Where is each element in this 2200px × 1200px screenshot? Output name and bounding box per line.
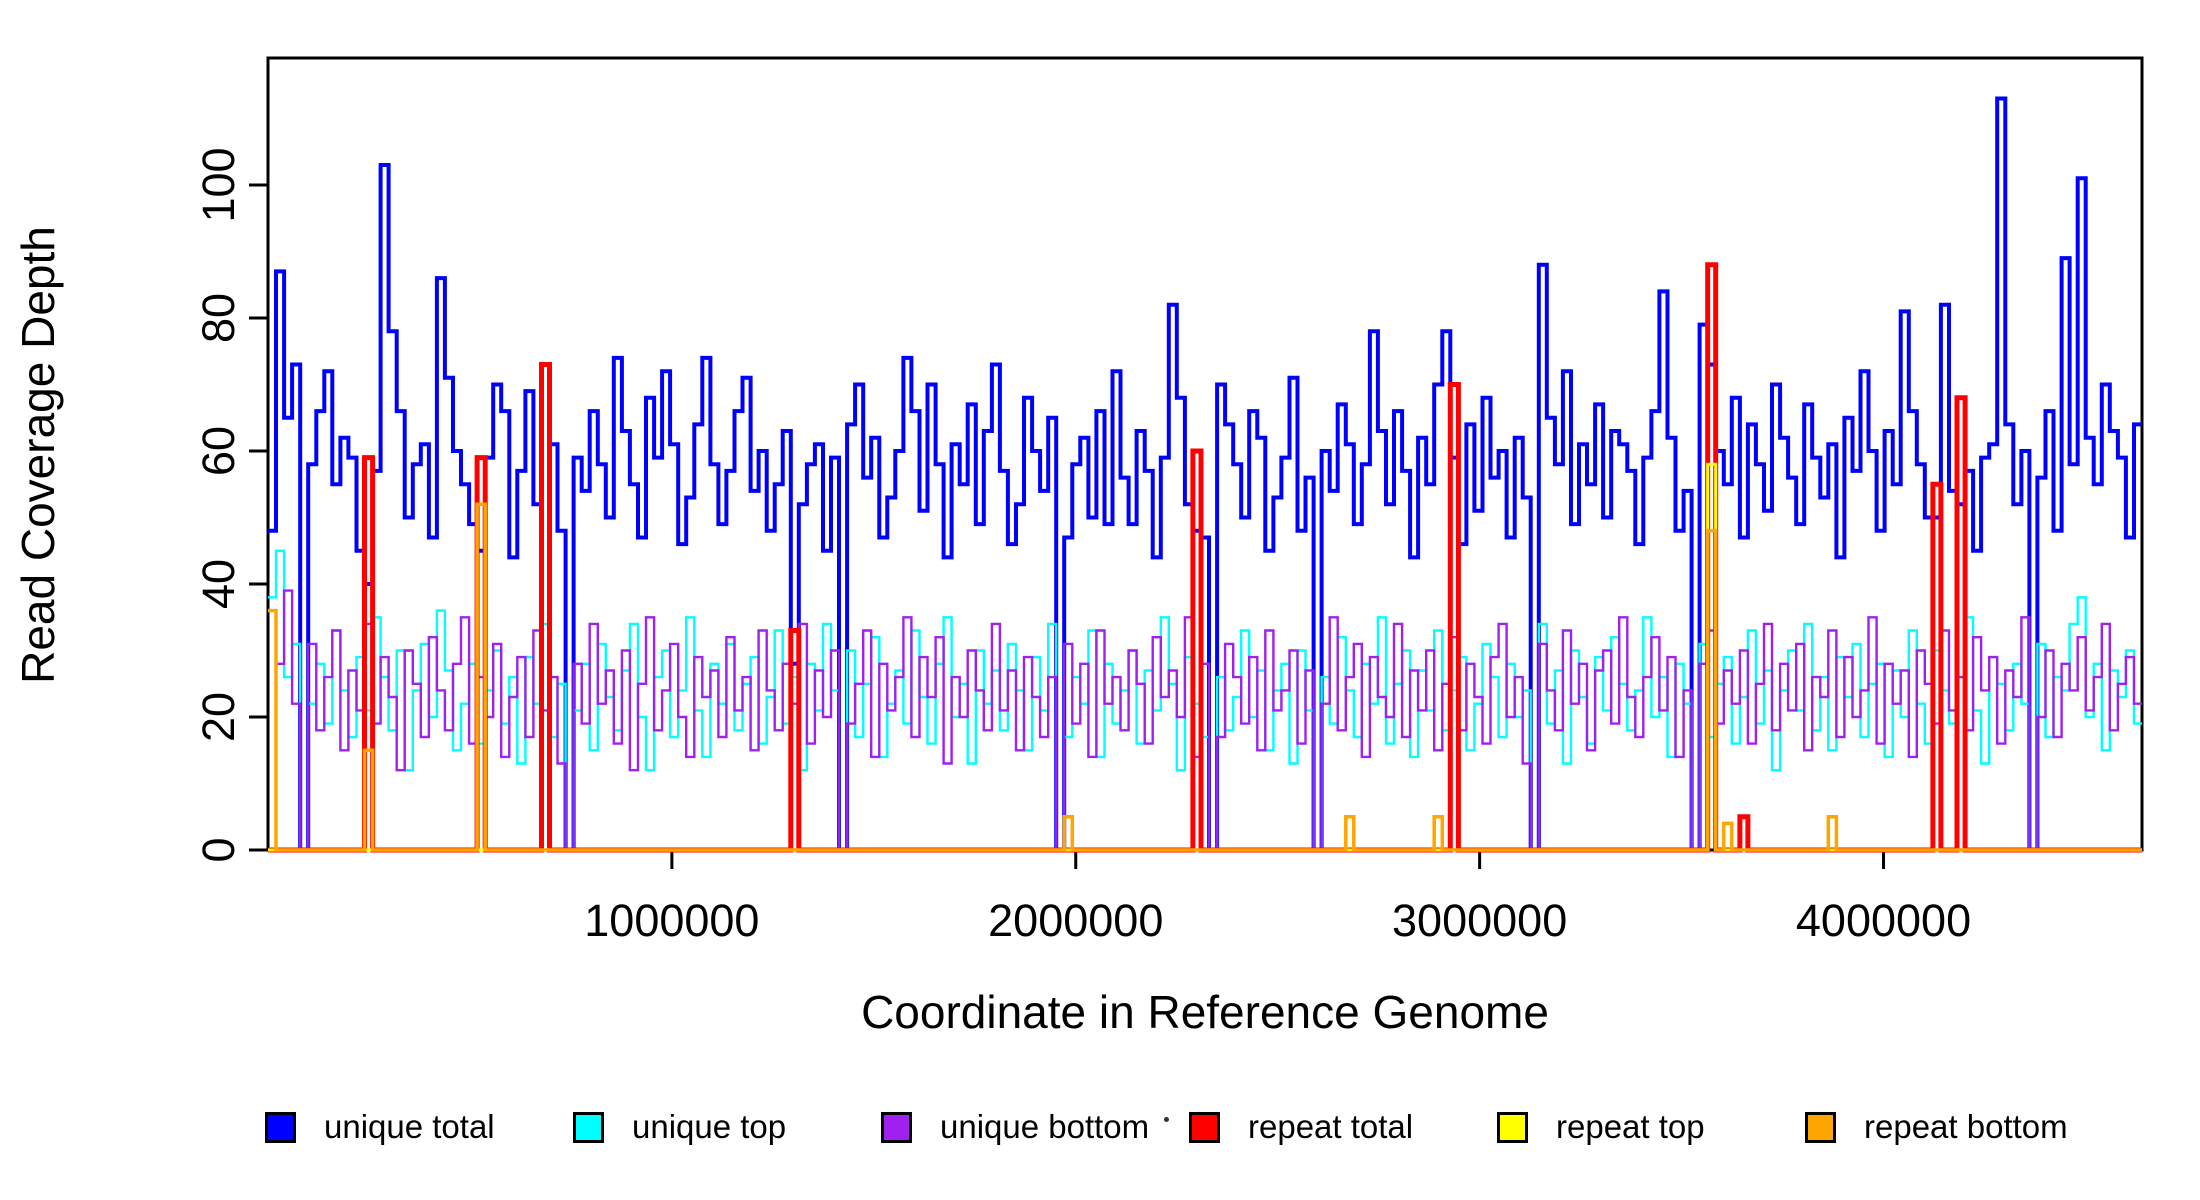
x-axis-title: Coordinate in Reference Genome	[861, 986, 1549, 1038]
legend-label-unique-top: unique top	[632, 1108, 787, 1145]
series-repeat-total	[268, 262, 2142, 853]
legend-item-repeat-total: repeat total	[1189, 1108, 1413, 1146]
legend-item-unique-total: unique total	[265, 1108, 495, 1146]
legend-item-repeat-bottom: repeat bottom	[1805, 1108, 2068, 1146]
legend-swatch-unique-bottom	[881, 1111, 912, 1143]
legend-label-repeat-bottom: repeat bottom	[1864, 1108, 2068, 1145]
y-tick-label: 40	[193, 559, 244, 609]
legend-swatch-repeat-bottom	[1805, 1111, 1836, 1143]
legend-swatch-repeat-top	[1497, 1111, 1528, 1143]
legend-item-repeat-top: repeat top	[1497, 1108, 1705, 1146]
x-tick-label: 2000000	[988, 895, 1163, 946]
y-tick-label: 20	[193, 692, 244, 742]
legend-item-unique-bottom: unique bottom	[881, 1108, 1149, 1146]
y-tick-label: 0	[193, 837, 244, 862]
series-unique-bottom	[268, 589, 2142, 852]
legend-item-unique-top: unique top	[573, 1108, 786, 1146]
legend-swatch-unique-top	[573, 1111, 604, 1143]
series-repeat-bottom	[268, 502, 2142, 852]
legend-swatch-unique-total	[265, 1111, 296, 1143]
x-tick-label: 1000000	[584, 895, 759, 946]
y-tick-label: 60	[193, 426, 244, 476]
legend-label-repeat-top: repeat top	[1556, 1108, 1705, 1145]
legend-swatch-repeat-total	[1189, 1111, 1220, 1143]
x-tick-label: 3000000	[1392, 895, 1567, 946]
legend-label-unique-bottom: unique bottom	[940, 1108, 1150, 1145]
y-axis-title: Read Coverage Depth	[12, 226, 64, 684]
legend-label-repeat-total: repeat total	[1248, 1108, 1414, 1145]
stray-dot-artifact	[1164, 1117, 1169, 1122]
y-tick-label: 100	[193, 147, 244, 222]
legend-label-unique-total: unique total	[324, 1108, 495, 1145]
x-tick-label: 4000000	[1796, 895, 1971, 946]
y-tick-label: 80	[193, 293, 244, 343]
